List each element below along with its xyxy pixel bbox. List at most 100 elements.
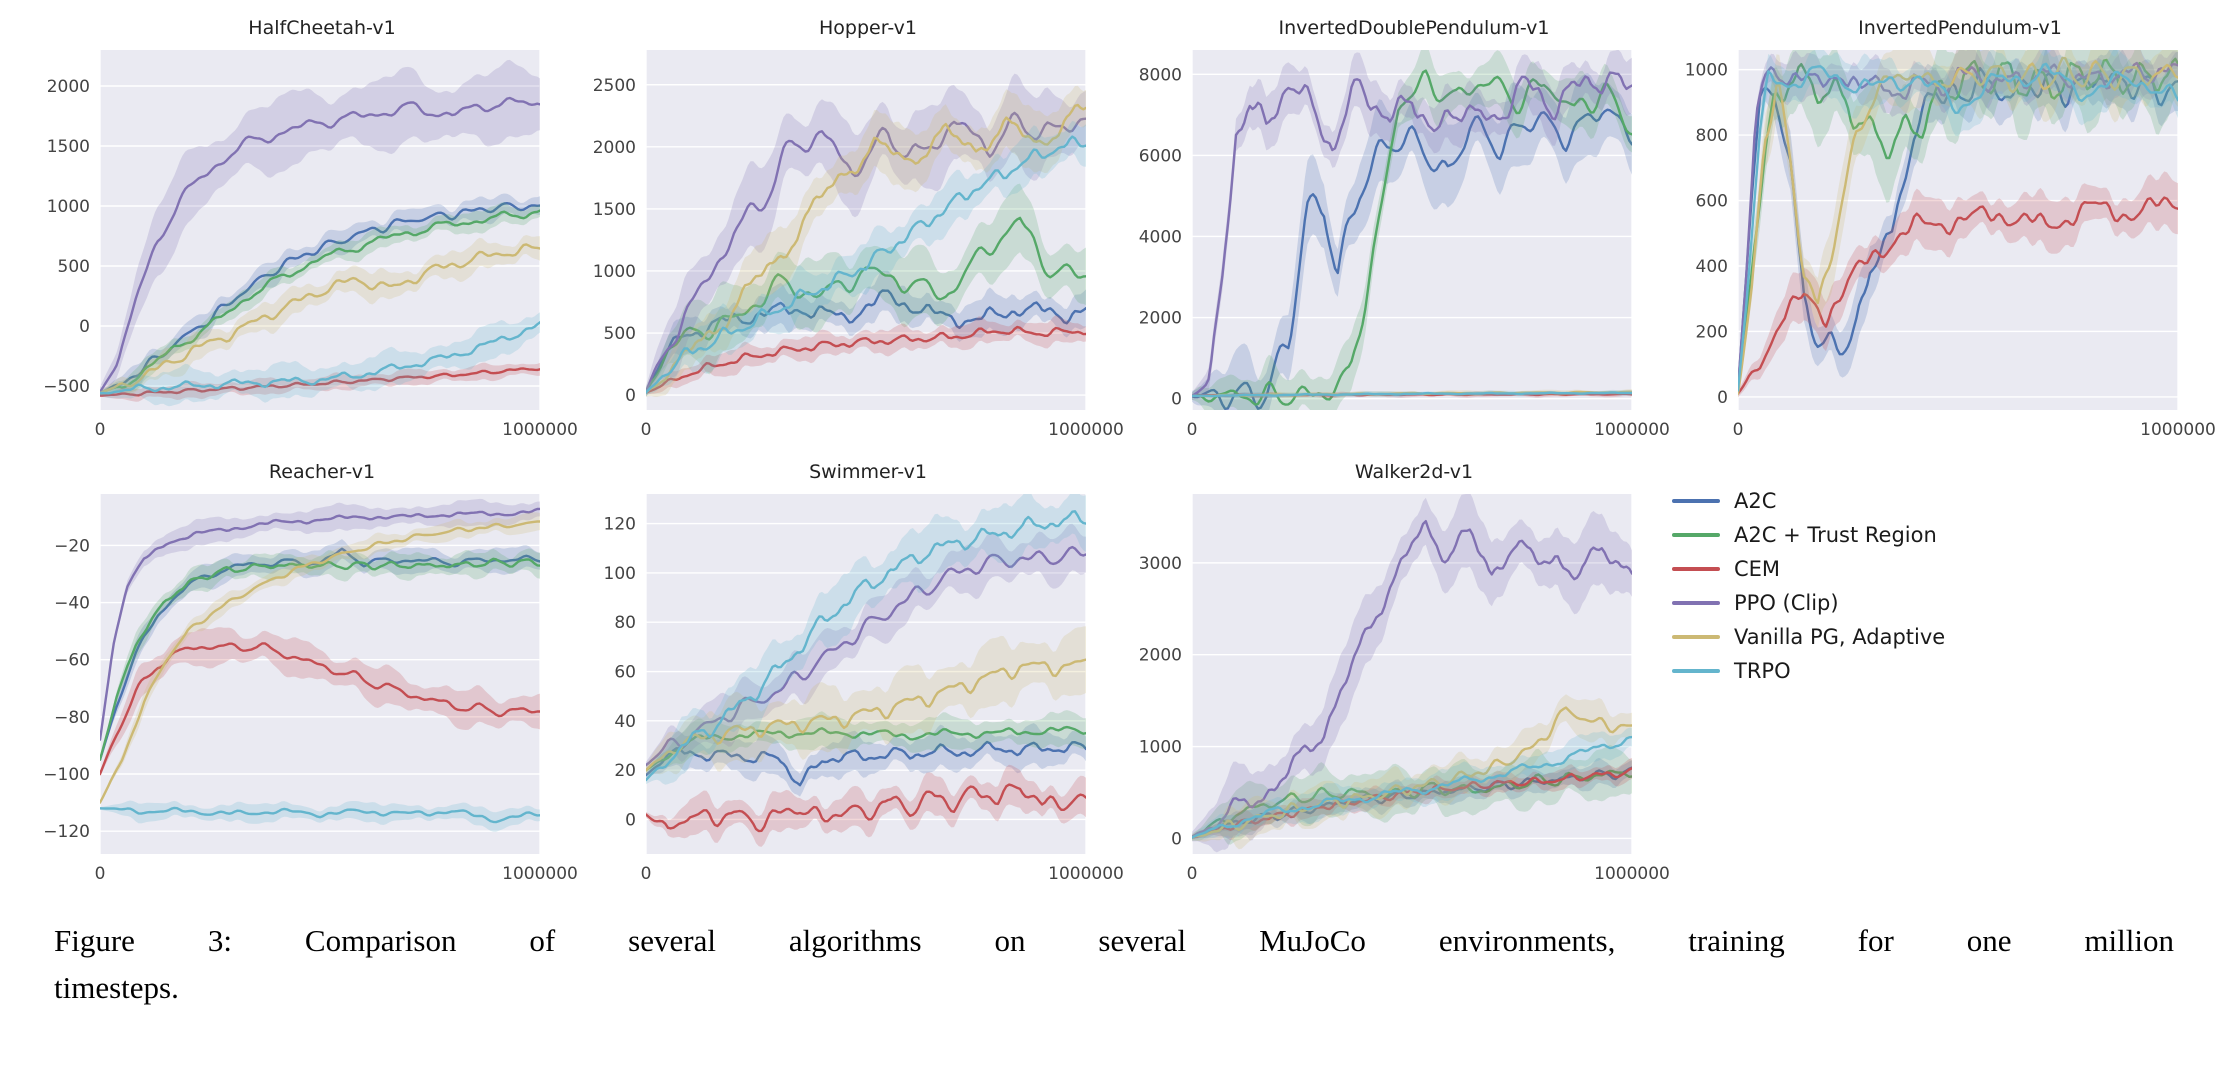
y-tick-label: 3000: [1139, 554, 1182, 574]
plot-background: [646, 50, 1086, 410]
y-tick-label: 2000: [1139, 646, 1182, 666]
legend-entry-cem: CEM: [1672, 552, 2208, 586]
y-tick-label: 2000: [47, 77, 90, 97]
x-tick-label: 1000000: [1594, 420, 1670, 440]
x-tick-label: 1000000: [1594, 864, 1670, 884]
confidence-band-a2c: [646, 270, 1086, 394]
series-line-vanilla-pg-adaptive: [1738, 56, 2178, 395]
confidence-band-trpo: [1192, 727, 1632, 840]
y-tick-label: −100: [43, 765, 90, 785]
legend-line-swatch: [1672, 533, 1720, 537]
chart-inverteddoublependulum-v1: InvertedDoublePendulum-v1 0 2000 4000 6000 8…: [1116, 14, 1670, 446]
confidence-band-vanilla-pg-adaptive: [646, 626, 1086, 775]
series-line-a2c: [1192, 108, 1632, 410]
legend-entry-ppo-clip: PPO (Clip): [1672, 586, 2208, 620]
x-tick-label: 0: [95, 864, 106, 884]
chart-hopper-v1: Hopper-v1 0 500 1000 1500 2000 2500 0 1000000: [570, 14, 1124, 446]
confidence-band-a2c: [1192, 73, 1632, 410]
plot-halfcheetah-v1: −500 0 500 1000 1500 2000 0 1000000: [43, 50, 578, 440]
legend-line-swatch: [1672, 567, 1720, 571]
y-tick-label: 0: [1171, 390, 1182, 410]
chart-title: Hopper-v1: [819, 17, 917, 39]
confidence-band-trpo: [646, 494, 1086, 785]
y-tick-label: 0: [1717, 388, 1728, 408]
y-tick-label: 500: [58, 257, 90, 277]
legend-entry-trpo: TRPO: [1672, 654, 2208, 688]
y-tick-label: 120: [604, 515, 636, 535]
legend-line-swatch: [1672, 499, 1720, 503]
confidence-band-cem: [100, 362, 540, 402]
series-line-a2c-trust-region: [1192, 769, 1632, 839]
y-tick-label: 500: [604, 324, 636, 344]
confidence-band-a2c-trust-region: [1192, 50, 1632, 410]
y-tick-label: 200: [1696, 322, 1728, 342]
chart-swimmer-v1: Swimmer-v1 0 20 40 60 80 100 120 0 1000000: [570, 458, 1124, 890]
confidence-band-cem: [100, 627, 540, 777]
figure-caption-line-1: Figure 3: Comparison of several algorith…: [54, 923, 2174, 958]
x-tick-label: 1000000: [502, 864, 578, 884]
confidence-band-cem: [1192, 757, 1632, 841]
y-tick-label: 0: [625, 810, 636, 830]
y-tick-label: 4000: [1139, 227, 1182, 247]
plot-background: [100, 50, 540, 410]
plot-background: [100, 494, 540, 854]
series-line-a2c-trust-region: [1738, 57, 2178, 392]
series-line-ppo-clip: [100, 96, 540, 394]
confidence-band-ppo-clip: [646, 73, 1086, 397]
y-tick-label: 0: [79, 317, 90, 337]
y-tick-label: 100: [604, 564, 636, 584]
series-line-cem: [100, 367, 540, 397]
plot-invertedpendulum-v1: 0 200 400 600 800 1000 0 1000000: [1685, 50, 2216, 440]
y-tick-label: 1000: [593, 262, 636, 282]
series-line-ppo-clip: [1738, 61, 2178, 389]
legend-label: PPO (Clip): [1734, 591, 1839, 615]
series-line-a2c-trust-region: [100, 209, 540, 395]
x-tick-label: 1000000: [1048, 864, 1124, 884]
y-tick-label: 8000: [1139, 65, 1182, 85]
x-tick-label: 0: [641, 420, 652, 440]
chart-invertedpendulum-v1: InvertedPendulum-v1 0 200 400 600 800 1000 0 10…: [1662, 14, 2216, 446]
chart-halfcheetah-v1: HalfCheetah-v1 −500 0 500 1000 1500 2000 0 1000…: [24, 14, 578, 446]
confidence-band-trpo: [100, 312, 540, 407]
confidence-band-a2c-trust-region: [646, 183, 1086, 396]
series-line-trpo: [1738, 62, 2178, 392]
series-line-trpo: [646, 510, 1086, 782]
confidence-band-ppo-clip: [1192, 50, 1632, 400]
y-tick-label: 80: [614, 613, 636, 633]
plot-reacher-v1: −120 −100 −80 −60 −40 −20 0 1000000: [43, 494, 578, 884]
x-tick-label: 1000000: [502, 420, 578, 440]
y-tick-label: 800: [1696, 126, 1728, 146]
chart-title: Reacher-v1: [268, 461, 376, 483]
x-tick-label: 1000000: [2140, 420, 2216, 440]
legend-entry-a2c: A2C: [1672, 484, 2208, 518]
series-line-ppo-clip: [1192, 71, 1632, 398]
series-line-cem: [646, 325, 1086, 394]
y-tick-label: 1500: [47, 137, 90, 157]
series-line-trpo: [1192, 735, 1632, 839]
chart-title: HalfCheetah-v1: [248, 17, 396, 39]
series-line-a2c: [646, 740, 1086, 787]
legend-entry-a2c-trust-region: A2C + Trust Region: [1672, 518, 2208, 552]
plot-background: [646, 494, 1086, 854]
series-line-ppo-clip: [646, 545, 1086, 767]
y-tick-label: 2500: [593, 76, 636, 96]
y-tick-label: 600: [1696, 192, 1728, 212]
plot-hopper-v1: 0 500 1000 1500 2000 2500 0 1000000: [593, 50, 1124, 440]
series-line-cem: [1738, 196, 2178, 395]
y-tick-label: 1000: [47, 197, 90, 217]
confidence-band-ppo-clip: [646, 523, 1086, 769]
y-tick-label: 1500: [593, 200, 636, 220]
y-tick-label: −80: [54, 708, 90, 728]
y-tick-label: 0: [1171, 829, 1182, 849]
chart-reacher-v1: Reacher-v1 −120 −100 −80 −60 −40 −20 0 1000000: [24, 458, 578, 890]
legend-label: A2C: [1734, 489, 1777, 513]
series-line-a2c-trust-region: [100, 557, 540, 761]
y-tick-label: −500: [43, 377, 90, 397]
series-line-trpo: [100, 806, 540, 824]
confidence-band-a2c-trust-region: [646, 710, 1086, 773]
x-tick-label: 1000000: [1048, 420, 1124, 440]
x-tick-label: 0: [641, 864, 652, 884]
confidence-band-a2c: [100, 539, 540, 762]
series-line-ppo-clip: [646, 111, 1086, 393]
y-tick-label: 2000: [1139, 309, 1182, 329]
